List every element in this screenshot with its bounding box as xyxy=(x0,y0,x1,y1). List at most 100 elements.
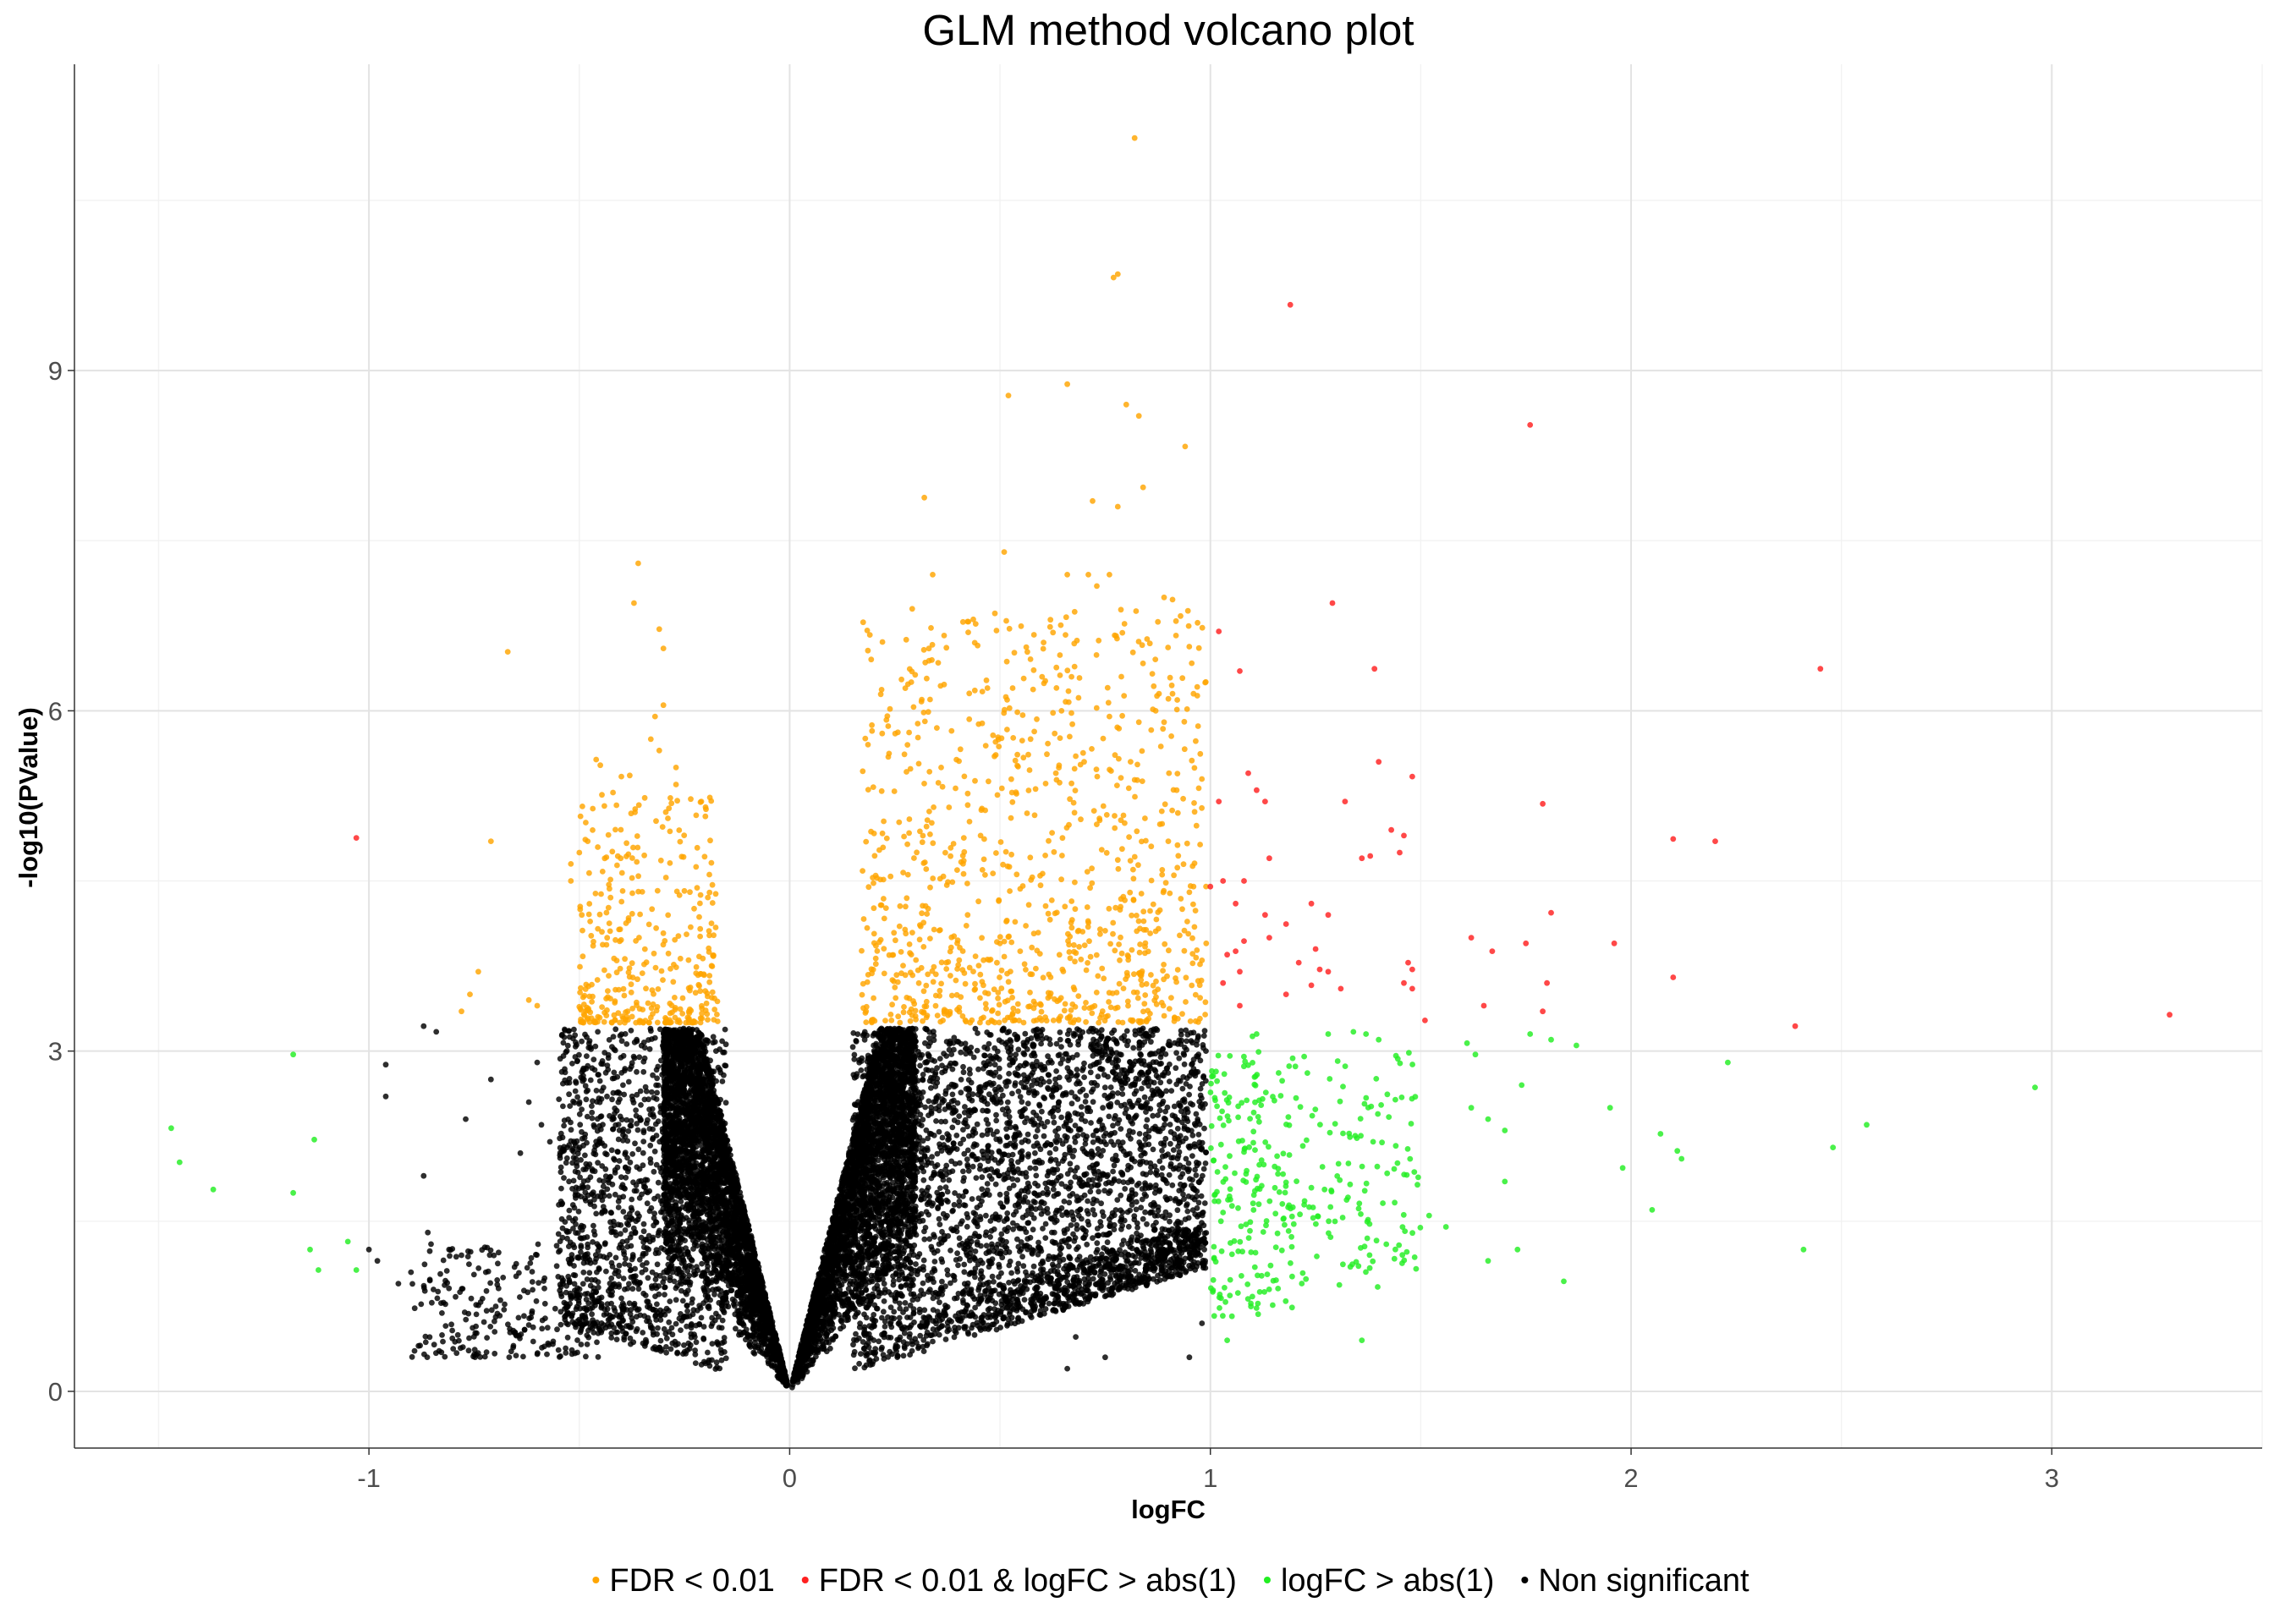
point-non-significant xyxy=(750,1349,757,1356)
point-non-significant xyxy=(725,1259,732,1265)
point-non-significant xyxy=(738,1320,744,1326)
point-non-significant xyxy=(733,1236,740,1243)
point-non-significant xyxy=(728,1287,734,1294)
point-non-significant xyxy=(722,1209,729,1215)
point-non-significant xyxy=(695,1216,702,1223)
point-non-significant xyxy=(752,1336,759,1342)
point-non-significant xyxy=(747,1340,753,1346)
point-non-significant xyxy=(755,1344,761,1351)
point-non-significant xyxy=(784,1382,790,1389)
point-non-significant xyxy=(689,1064,695,1071)
point-non-significant xyxy=(733,1208,739,1214)
point-non-significant xyxy=(696,1030,702,1036)
point-non-significant xyxy=(711,1155,717,1160)
point-non-significant xyxy=(748,1302,755,1309)
point-non-significant xyxy=(719,1317,726,1324)
point-non-significant xyxy=(733,1325,739,1332)
point-non-significant xyxy=(685,1175,692,1182)
point-non-significant xyxy=(728,1210,734,1216)
point-non-significant xyxy=(725,1239,732,1246)
point-non-significant xyxy=(757,1282,763,1288)
point-non-significant xyxy=(683,1147,689,1154)
point-non-significant xyxy=(750,1243,756,1249)
point-non-significant xyxy=(699,1249,706,1255)
point-non-significant xyxy=(686,1272,692,1279)
point-non-significant xyxy=(688,1080,695,1087)
point-non-significant xyxy=(766,1322,772,1328)
point-non-significant xyxy=(766,1314,773,1321)
point-non-significant xyxy=(740,1218,747,1224)
point-non-significant xyxy=(710,1103,716,1110)
point-non-significant xyxy=(732,1298,738,1304)
point-non-significant xyxy=(662,1035,667,1041)
point-non-significant xyxy=(755,1268,762,1274)
data-points xyxy=(168,134,2173,1391)
point-non-significant xyxy=(730,1221,737,1227)
point-non-significant xyxy=(779,1360,785,1367)
point-non-significant xyxy=(748,1232,755,1239)
point-non-significant xyxy=(748,1313,755,1320)
point-non-significant xyxy=(738,1331,744,1338)
point-non-significant xyxy=(770,1330,777,1336)
point-non-significant xyxy=(664,1069,671,1075)
point-non-significant xyxy=(770,1338,776,1345)
point-non-significant xyxy=(745,1280,752,1287)
point-non-significant xyxy=(662,1216,669,1222)
point-non-significant xyxy=(756,1289,763,1295)
point-non-significant xyxy=(774,1367,781,1374)
point-non-significant xyxy=(744,1258,751,1265)
point-non-significant xyxy=(662,1184,667,1191)
point-non-significant xyxy=(730,1276,737,1283)
point-non-significant xyxy=(766,1309,772,1315)
point-non-significant xyxy=(750,1248,756,1254)
point-non-significant xyxy=(751,1330,758,1336)
point-non-significant xyxy=(689,1070,695,1077)
point-non-significant xyxy=(755,1301,761,1307)
point-non-significant xyxy=(761,1332,768,1338)
point-non-significant xyxy=(777,1347,783,1353)
point-non-significant xyxy=(663,1106,670,1112)
point-non-significant xyxy=(761,1322,766,1329)
point-non-significant xyxy=(674,1162,680,1169)
point-non-significant xyxy=(686,1217,692,1224)
point-non-significant xyxy=(672,1035,678,1041)
grid-lines xyxy=(74,64,2263,1448)
point-non-significant xyxy=(736,1312,743,1319)
point-non-significant xyxy=(691,1241,698,1248)
point-non-significant xyxy=(725,1224,732,1230)
point-non-significant xyxy=(678,1149,684,1155)
point-non-significant xyxy=(694,1107,700,1114)
point-non-significant xyxy=(689,1146,695,1153)
point-non-significant xyxy=(751,1254,758,1260)
point-non-significant xyxy=(733,1215,739,1221)
point-non-significant xyxy=(677,1220,684,1226)
point-non-significant xyxy=(678,1084,684,1090)
point-non-significant xyxy=(741,1209,748,1215)
point-non-significant xyxy=(679,1166,685,1172)
point-non-significant xyxy=(760,1310,766,1317)
point-non-significant xyxy=(734,1200,740,1206)
point-non-significant xyxy=(747,1270,754,1276)
point-non-significant xyxy=(721,1180,728,1186)
point-non-significant xyxy=(734,1290,740,1296)
point-non-significant xyxy=(750,1307,756,1314)
point-non-significant xyxy=(772,1349,777,1356)
point-non-significant xyxy=(732,1303,738,1309)
point-non-significant xyxy=(744,1225,750,1232)
point-non-significant xyxy=(732,1227,738,1234)
point-non-significant xyxy=(662,1086,668,1093)
point-non-significant xyxy=(741,1292,747,1298)
point-non-significant xyxy=(753,1259,759,1265)
point-non-significant xyxy=(735,1243,742,1248)
point-non-significant xyxy=(761,1351,767,1358)
point-non-significant xyxy=(755,1276,762,1282)
point-non-significant xyxy=(737,1189,744,1196)
point-non-significant xyxy=(669,1159,676,1165)
point-non-significant xyxy=(762,1292,768,1298)
point-non-significant xyxy=(699,1260,705,1267)
point-non-significant xyxy=(681,1067,688,1074)
point-non-significant xyxy=(693,1075,700,1082)
point-non-significant xyxy=(741,1235,748,1242)
point-non-significant xyxy=(730,1179,737,1186)
